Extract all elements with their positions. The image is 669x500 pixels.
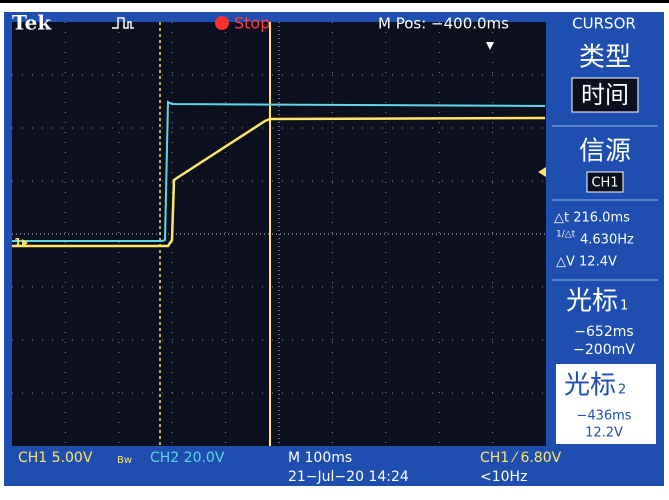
trigger-level-marker — [538, 167, 546, 177]
type-value: 时间 — [581, 81, 629, 109]
source-label: 信源 — [579, 137, 631, 167]
type-value-box — [571, 77, 639, 113]
ch2-scale: CH2 20.0V — [150, 450, 225, 466]
type-label: 类型 — [579, 43, 631, 73]
ch1-bw: Bw — [117, 455, 132, 466]
delta-t: △t 216.0ms — [554, 211, 630, 226]
position: M Pos: −400.0ms — [378, 15, 509, 33]
frequency: <10Hz — [480, 469, 527, 485]
ch1-trace — [12, 116, 546, 248]
run-state: Stop — [234, 14, 270, 33]
cursor2-panel[interactable] — [556, 364, 656, 444]
ch1-scale: CH1 5.00V — [18, 450, 93, 466]
inv-delta-t: 4.630Hz — [580, 233, 634, 248]
top-rule — [0, 0, 669, 3]
trigger-icon — [112, 17, 134, 29]
delta-v: △V 12.4V — [556, 255, 617, 270]
inv-symbol: 1/△t — [556, 230, 576, 240]
cursor1-index: 1 — [620, 299, 628, 314]
date: 21−Jul−20 14:24 — [288, 469, 409, 485]
ch2-trace — [12, 100, 546, 242]
brand: Tek — [12, 11, 52, 35]
timebase: M 100ms — [288, 450, 352, 466]
trigger: CH1 ⁄ 6.80V — [480, 450, 562, 466]
cursor1-time: −652ms — [574, 324, 633, 340]
ch1-marker: 1 — [14, 236, 22, 249]
graticule — [12, 22, 546, 446]
run-indicator — [215, 16, 229, 30]
cursor1-label: 光标 — [566, 287, 618, 317]
cursor1-level: −200mV — [573, 342, 635, 358]
cursor2-index: 2 — [618, 383, 626, 398]
trigger-position-marker — [486, 42, 494, 50]
cursor2-level: 12.2V — [585, 426, 623, 441]
menu-title: CURSOR — [572, 15, 636, 33]
ch1-marker-arrow — [22, 239, 28, 247]
source-value-box[interactable] — [586, 171, 624, 193]
source-value: CH1 — [591, 176, 618, 191]
cursor2-time: −436ms — [576, 409, 631, 424]
cursor2-label: 光标 — [564, 371, 616, 401]
